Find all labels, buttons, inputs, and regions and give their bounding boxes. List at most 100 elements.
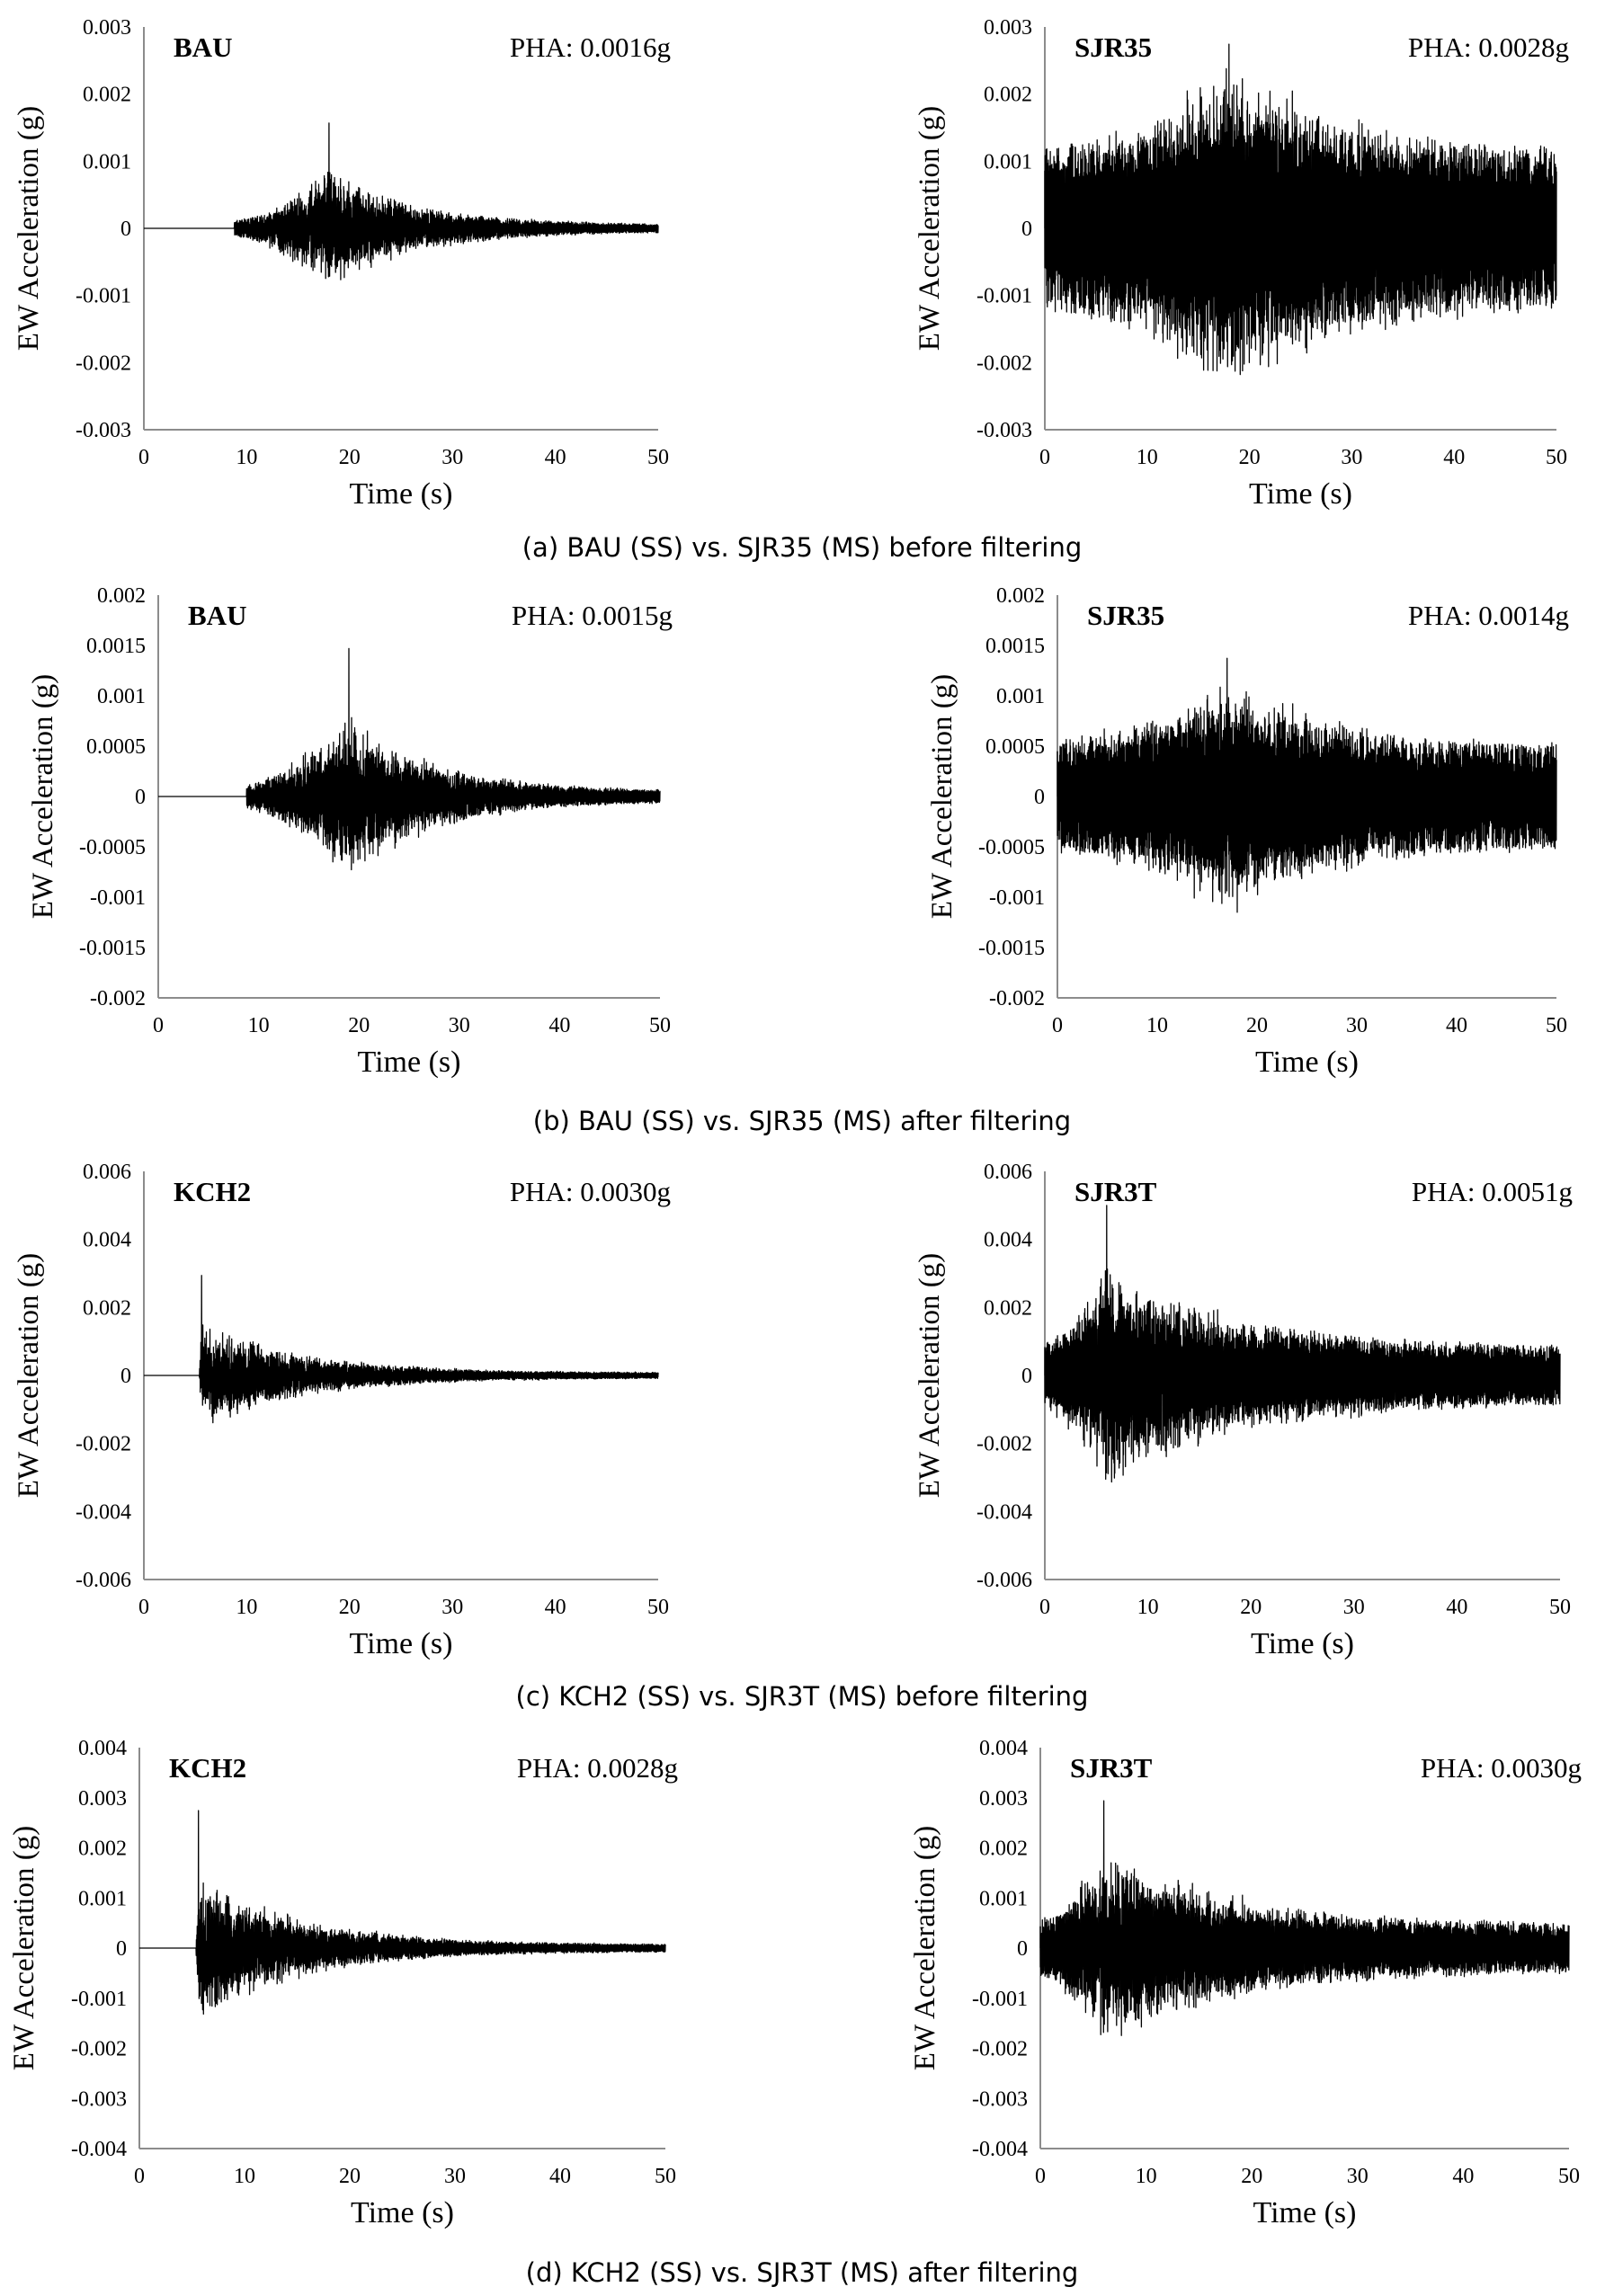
x-tick-label: 20 [1239,446,1261,469]
y-tick-label: 0.002 [984,1296,1032,1320]
acceleration-trace [143,122,659,280]
x-tick-label: 50 [649,1014,671,1037]
acceleration-trace [1044,1205,1561,1483]
y-tick-label: -0.002 [976,352,1032,375]
x-tick-label: 10 [1136,2165,1157,2188]
y-tick-label: 0 [1021,218,1032,241]
acceleration-trace [1057,657,1557,913]
y-tick-label: 0.002 [78,1838,127,1861]
y-tick-label: 0.002 [97,584,146,608]
x-tick-label: 30 [1343,1596,1365,1619]
y-tick-label: -0.004 [76,1500,131,1524]
y-tick-label: 0.003 [984,16,1032,40]
y-tick-label: 0.002 [83,84,131,107]
x-tick-label: 10 [248,1014,270,1037]
chart-5: 0.006 0.004 0.002 0 -0.002 -0.004 -0.006 0 10 20 3… [13,1161,671,1660]
y-tick-label: -0.001 [76,285,131,308]
y-axis-label: EW Acceleration (g) [914,106,946,351]
x-tick-label: 40 [549,2165,571,2188]
chart-3: 0.002 0.0015 0.001 0.0005 0 -0.0005 -0.001 -0.0… [27,584,673,1079]
acceleration-trace [1039,1800,1570,2036]
y-tick-label: -0.0015 [79,937,146,960]
x-tick-label: 50 [1546,1014,1567,1037]
x-tick-label: 0 [1035,2165,1046,2188]
y-tick-label: -0.003 [76,419,131,442]
x-tick-label: 40 [1452,2165,1474,2188]
pha-label: PHA: 0.0014g [1408,600,1569,631]
y-tick-label: 0.001 [78,1887,127,1910]
pha-label: PHA: 0.0051g [1412,1176,1573,1207]
caption-b: (b) BAU (SS) vs. SJR35 (MS) after filter… [533,1106,1071,1136]
y-tick-label: 0.0005 [985,735,1045,759]
y-axis-label: EW Acceleration (g) [27,674,59,919]
acceleration-trace [1044,43,1557,376]
acceleration-trace [143,1275,659,1424]
y-tick-label: -0.0005 [978,836,1045,859]
y-tick-label: 0.003 [979,1787,1028,1811]
x-tick-label: 20 [339,1596,361,1619]
x-tick-label: 0 [153,1014,164,1037]
x-tick-label: 10 [236,446,257,469]
pha-label: PHA: 0.0030g [1421,1752,1582,1784]
y-tick-label: 0.006 [83,1161,131,1184]
y-tick-label: 0.002 [984,84,1032,107]
station-label: KCH2 [174,1176,251,1207]
x-tick-label: 30 [441,1596,463,1619]
y-tick-label: 0 [120,218,131,241]
y-tick-label: -0.002 [76,1433,131,1456]
x-tick-label: 10 [1137,446,1158,469]
x-tick-label: 50 [1558,2165,1580,2188]
x-tick-label: 30 [1346,1014,1368,1037]
y-tick-label: 0.0005 [86,735,146,759]
acceleration-trace [138,1810,666,2016]
y-axis-label: EW Acceleration (g) [926,674,959,919]
y-tick-label: 0 [1017,1937,1028,1961]
x-tick-label: 0 [138,446,149,469]
caption-a: (a) BAU (SS) vs. SJR35 (MS) before filte… [522,532,1083,563]
y-tick-label: 0 [1021,1365,1032,1388]
pha-label: PHA: 0.0016g [510,31,671,63]
y-tick-label: -0.006 [976,1569,1032,1592]
x-tick-label: 50 [1549,1596,1571,1619]
y-axis-label: EW Acceleration (g) [914,1253,946,1498]
x-tick-label: 30 [449,1014,470,1037]
x-tick-label: 50 [655,2165,676,2188]
y-tick-label: 0.003 [78,1787,127,1811]
x-tick-label: 20 [1241,2165,1262,2188]
y-tick-label: 0.004 [83,1229,131,1252]
x-axis-label: Time (s) [1255,1046,1359,1079]
y-tick-label: 0.001 [996,685,1045,708]
x-axis-label: Time (s) [1253,2196,1357,2229]
pha-label: PHA: 0.0030g [510,1176,671,1207]
station-label: SJR3T [1074,1176,1157,1207]
x-axis-label: Time (s) [351,2196,454,2229]
x-tick-label: 20 [339,2165,361,2188]
chart-8: 0.004 0.003 0.002 0.001 0 -0.001 -0.002 -0.003 -… [909,1737,1582,2229]
y-tick-label: -0.002 [972,2038,1028,2061]
x-tick-label: 0 [134,2165,145,2188]
y-tick-label: -0.003 [972,2087,1028,2111]
x-axis-label: Time (s) [358,1046,461,1079]
y-tick-label: -0.006 [76,1569,131,1592]
y-tick-label: -0.003 [71,2087,127,2111]
y-tick-label: -0.0015 [978,937,1045,960]
y-tick-label: 0.002 [996,584,1045,608]
x-tick-label: 30 [444,2165,466,2188]
station-label: SJR3T [1070,1752,1153,1784]
y-tick-label: -0.003 [976,419,1032,442]
y-tick-label: 0.004 [984,1229,1032,1252]
x-tick-label: 10 [1146,1014,1168,1037]
chart-1: 0.003 0.002 0.001 0 -0.001 -0.002 -0.003 0 10 20 3… [13,16,671,511]
pha-label: PHA: 0.0028g [1408,31,1569,63]
x-tick-label: 10 [234,2165,255,2188]
x-tick-label: 10 [1137,1596,1159,1619]
x-tick-label: 40 [548,1014,570,1037]
x-axis-label: Time (s) [1251,1627,1354,1660]
x-tick-label: 20 [1240,1596,1262,1619]
y-tick-label: 0 [116,1937,127,1961]
y-tick-label: -0.001 [989,886,1045,910]
x-tick-label: 40 [1446,1596,1467,1619]
y-axis-label: EW Acceleration (g) [13,106,45,351]
y-tick-label: 0.002 [83,1296,131,1320]
pha-label: PHA: 0.0028g [517,1752,678,1784]
